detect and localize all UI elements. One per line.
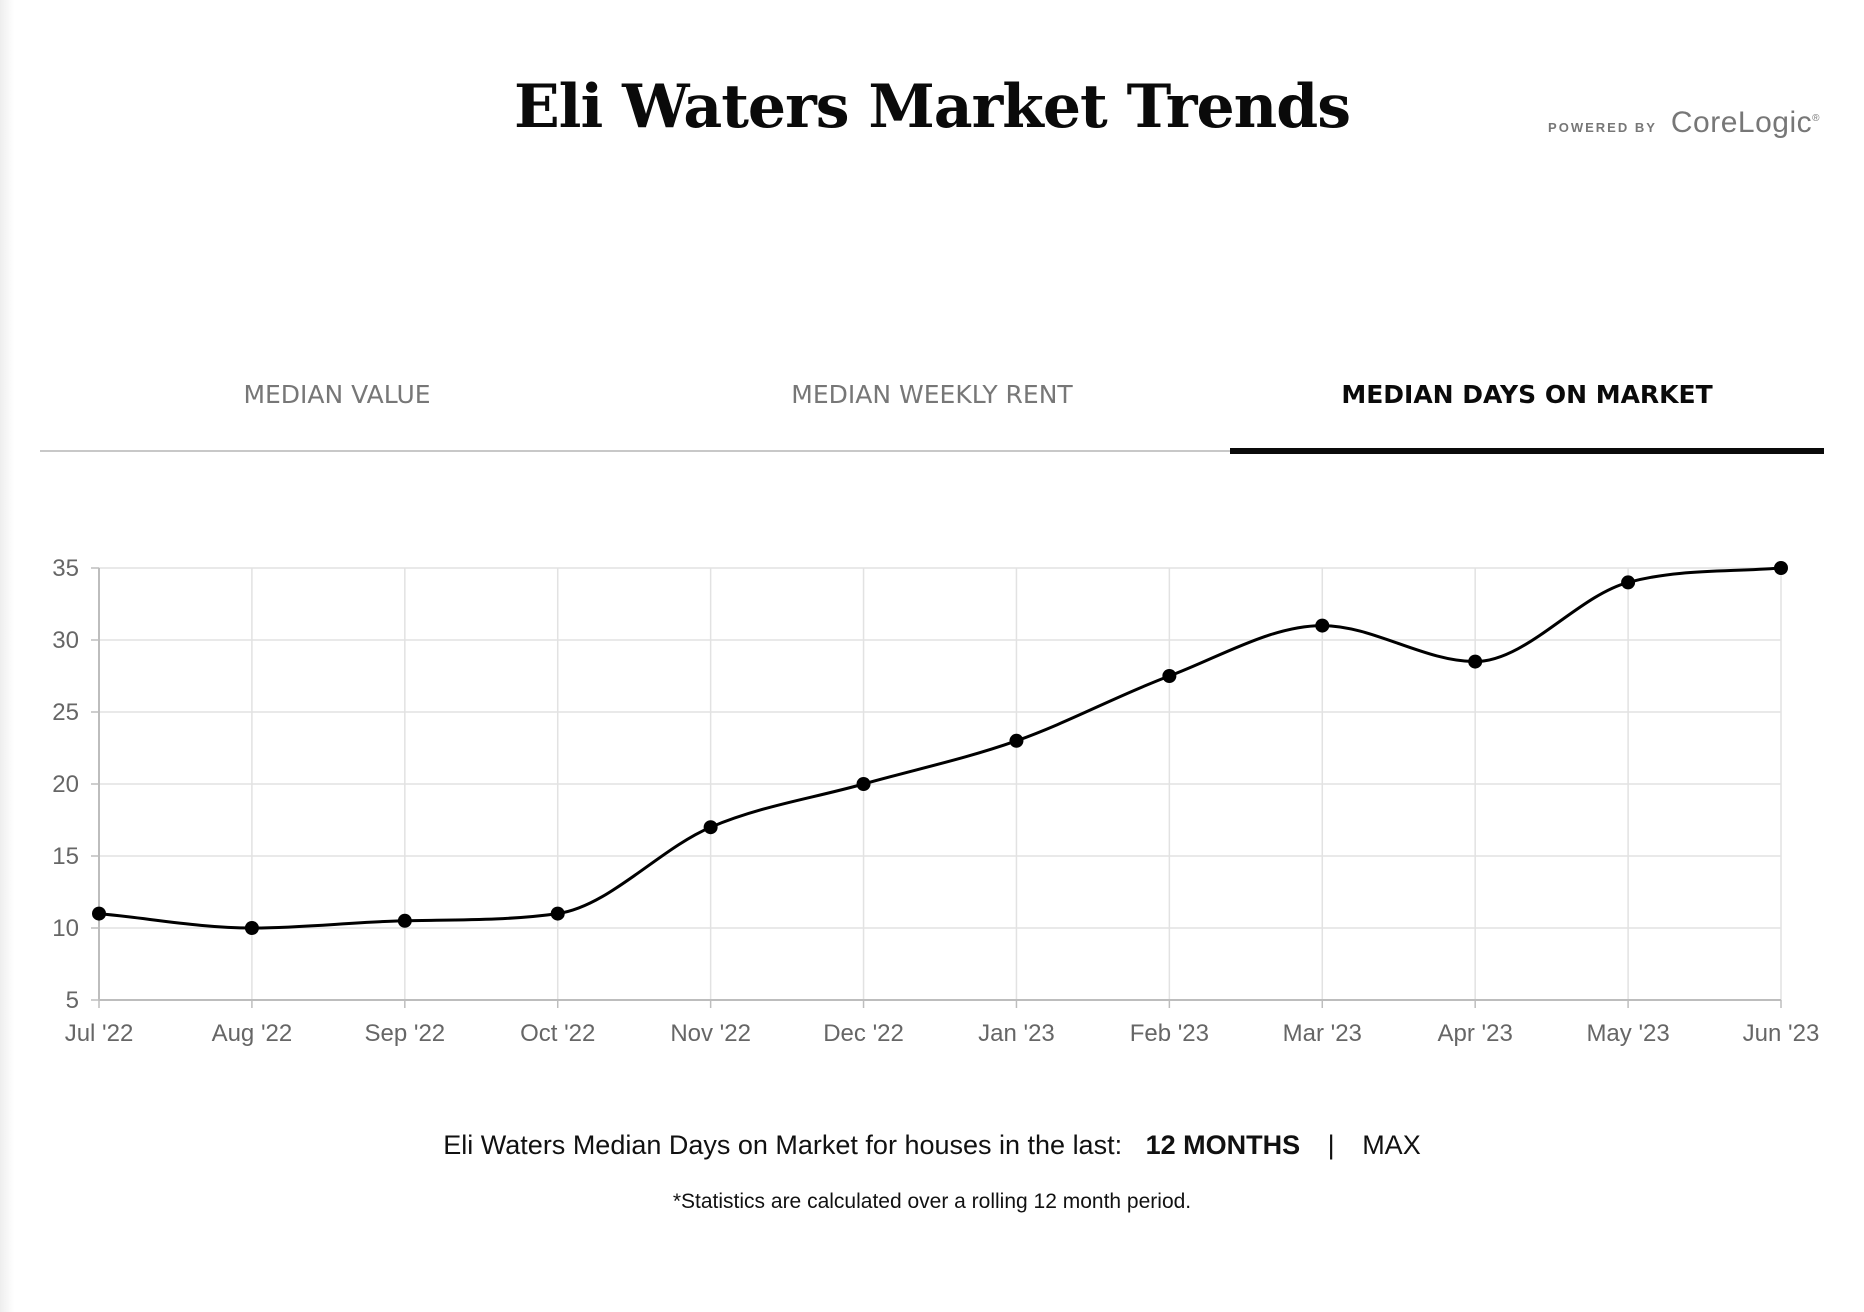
x-tick-label: Nov '22	[670, 1020, 751, 1047]
x-tick-label: Feb '23	[1130, 1020, 1209, 1047]
data-point	[1162, 669, 1177, 683]
tab-median-days-on-market[interactable]: MEDIAN DAYS ON MARKET	[1341, 380, 1713, 409]
y-tick-label: 5	[66, 987, 79, 1014]
range-selector: Eli Waters Median Days on Market for hou…	[0, 1130, 1864, 1161]
y-tick-label: 10	[52, 915, 79, 942]
brand-name: CoreLogic®	[1670, 106, 1820, 139]
data-point	[1315, 618, 1330, 633]
x-tick-label: Sep '22	[364, 1020, 445, 1047]
range-option-12-months[interactable]: 12 MONTHS	[1145, 1130, 1301, 1160]
y-tick-label: 25	[52, 699, 79, 726]
y-tick-label: 15	[52, 843, 79, 870]
x-tick-label: Jan '23	[978, 1020, 1055, 1047]
page-edge-shadow	[0, 0, 14, 1312]
x-tick-label: Jun '23	[1743, 1020, 1820, 1047]
x-tick-label: Jul '22	[65, 1020, 134, 1047]
x-tick-label: May '23	[1586, 1020, 1669, 1047]
y-tick-label: 30	[52, 627, 79, 654]
data-point	[550, 906, 565, 921]
statistics-note: *Statistics are calculated over a rollin…	[672, 1190, 1192, 1213]
data-point	[1009, 733, 1024, 748]
active-tab-indicator	[1230, 448, 1824, 454]
tab-median-weekly-rent[interactable]: MEDIAN WEEKLY RENT	[791, 380, 1073, 409]
range-option-max[interactable]: MAX	[1362, 1130, 1421, 1160]
corelogic-logo: POWERED BY CoreLogic®	[1548, 106, 1820, 140]
brand-prefix: POWERED BY	[1548, 120, 1657, 135]
range-caption: Eli Waters Median Days on Market for hou…	[443, 1130, 1123, 1160]
series-line	[98, 566, 1782, 930]
x-tick-label: Mar '23	[1283, 1020, 1362, 1047]
page-title: Eli Waters Market Trends	[513, 72, 1351, 142]
x-tick-label: Dec '22	[823, 1020, 904, 1047]
y-tick-label: 20	[52, 771, 79, 798]
x-tick-label: Oct '22	[520, 1020, 595, 1047]
y-tick-label: 35	[52, 555, 79, 582]
data-point	[1774, 561, 1788, 575]
data-point	[92, 906, 106, 921]
days-on-market-line-chart: 5 10 15 20 25 30 35 Jul '22 Aug '22 Sep '22 Oct '2…	[52, 555, 1820, 1047]
metric-tabs: MEDIAN VALUE MEDIAN WEEKLY RENT MEDIAN D…	[40, 358, 1824, 454]
data-point	[244, 921, 259, 935]
registered-mark: ®	[1812, 113, 1820, 124]
tab-median-value[interactable]: MEDIAN VALUE	[243, 380, 431, 409]
data-point	[397, 913, 412, 928]
data-point	[703, 820, 718, 835]
range-separator: |	[1327, 1130, 1335, 1160]
data-point	[1468, 654, 1483, 669]
data-point	[856, 777, 871, 791]
x-tick-label: Aug '22	[212, 1020, 293, 1047]
data-point	[1621, 575, 1636, 590]
x-tick-label: Apr '23	[1438, 1020, 1513, 1047]
tabs-divider	[40, 450, 1824, 452]
